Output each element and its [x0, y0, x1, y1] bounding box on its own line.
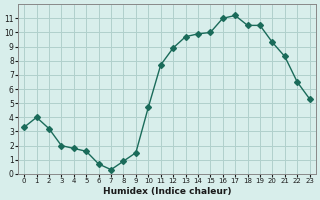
X-axis label: Humidex (Indice chaleur): Humidex (Indice chaleur) [103, 187, 231, 196]
